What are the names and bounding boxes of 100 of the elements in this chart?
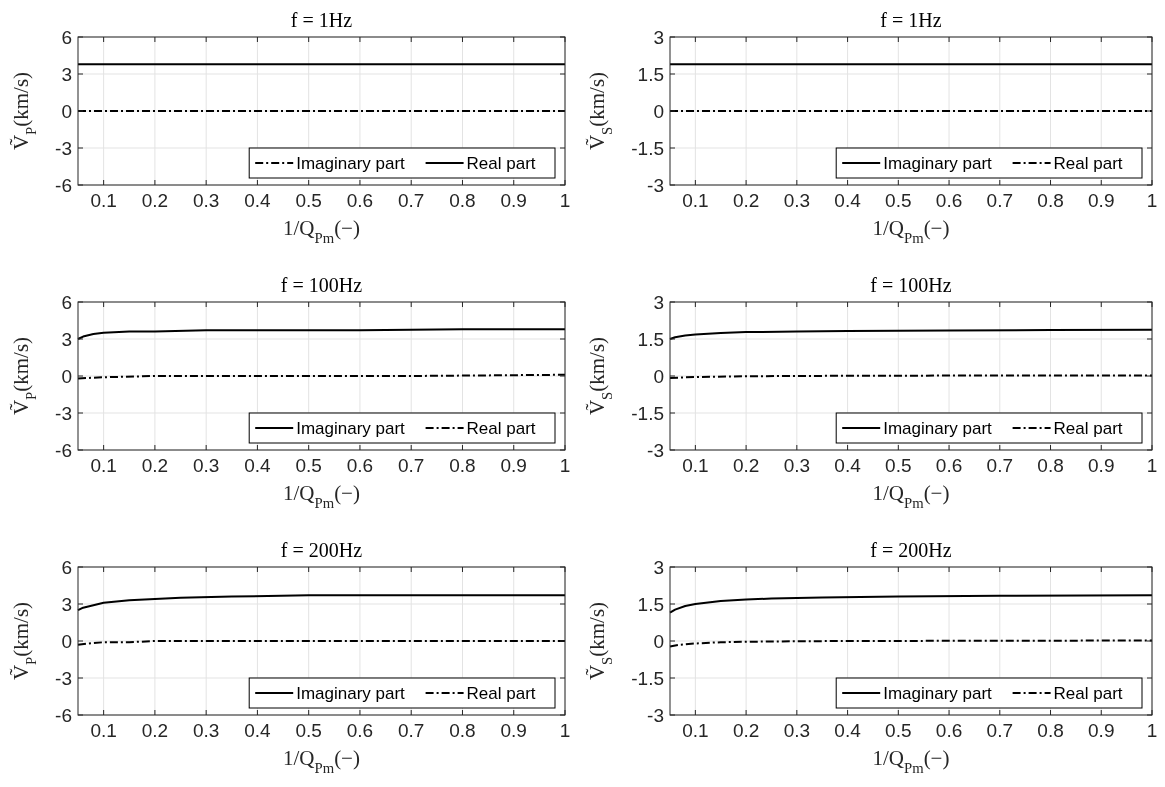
x-tick-label: 0.2: [141, 455, 169, 476]
x-axis-title: 1/Q$_{Pm}$(−): [872, 216, 950, 246]
legend-label: Imaginary part: [296, 154, 406, 173]
x-axis-title: 1/Q$_{Pm}$(−): [872, 746, 950, 776]
x-tick-label: 0.3: [783, 720, 811, 741]
x-tick-label: 0.2: [732, 455, 760, 476]
y-tick-label: -6: [55, 440, 72, 461]
y-tick-label: 0: [653, 631, 664, 652]
x-tick-label: 0.4: [244, 455, 272, 476]
x-tick-label: 0.9: [1088, 455, 1115, 476]
x-tick-label: 0.5: [295, 720, 322, 741]
x-tick-label: 0.9: [500, 720, 527, 741]
x-tick-label: 0.8: [449, 455, 476, 476]
y-tick-label: 3: [61, 594, 72, 615]
x-tick-label: 0.4: [244, 720, 272, 741]
x-tick-label: 0.8: [449, 190, 476, 211]
x-tick-label: 1: [1146, 455, 1158, 476]
y-tick-label: 3: [61, 64, 72, 85]
chart-title: f = 200Hz: [870, 539, 952, 561]
y-tick-label: 0: [653, 101, 664, 122]
x-tick-label: 0.5: [885, 455, 912, 476]
x-tick-label: 0.4: [834, 720, 862, 741]
legend-label: Imaginary part: [883, 684, 993, 703]
chart-title: f = 100Hz: [280, 274, 363, 296]
x-tick-label: 0.4: [834, 455, 862, 476]
legend-label: Imaginary part: [296, 684, 406, 703]
x-tick-label: 0.1: [90, 455, 117, 476]
x-tick-label: 0.6: [346, 455, 374, 476]
y-tick-label: 3: [61, 329, 72, 350]
x-tick-label: 0.8: [1037, 190, 1064, 211]
legend-label: Real part: [1053, 154, 1123, 173]
y-tick-label: -6: [55, 175, 72, 196]
line-series: [77, 328, 566, 340]
x-tick-label: 0.7: [986, 455, 1013, 476]
x-tick-label: 0.8: [449, 720, 476, 741]
x-tick-label: 0.5: [295, 455, 322, 476]
y-tick-label: 6: [61, 292, 72, 313]
y-tick-label: 6: [61, 27, 72, 48]
y-tick-label: -1.5: [631, 403, 664, 424]
legend-label: Imaginary part: [883, 419, 993, 438]
x-tick-label: 1: [1146, 720, 1158, 741]
x-tick-label: 0.3: [192, 720, 220, 741]
x-tick-label: 0.9: [1088, 720, 1115, 741]
x-tick-label: 0.6: [935, 455, 963, 476]
x-tick-label: 0.8: [1037, 455, 1064, 476]
y-tick-label: 3: [653, 557, 664, 578]
x-axis-title: 1/Q$_{Pm}$(−): [283, 746, 360, 776]
y-tick-label: -3: [647, 705, 664, 726]
x-tick-label: 1: [1146, 190, 1158, 211]
x-tick-label: 0.3: [192, 190, 220, 211]
x-tick-label: 0.1: [682, 455, 709, 476]
x-tick-label: 0.6: [935, 720, 963, 741]
line-series: [669, 594, 1153, 614]
x-tick-label: 0.1: [90, 190, 117, 211]
y-tick-label: 0: [61, 366, 72, 387]
line-series: [77, 594, 566, 612]
y-tick-label: 1.5: [637, 329, 664, 350]
x-tick-label: 0.3: [783, 190, 811, 211]
x-tick-label: 0.5: [885, 190, 912, 211]
x-tick-label: 0.4: [244, 190, 272, 211]
y-tick-label: -3: [647, 175, 664, 196]
x-tick-label: 0.7: [986, 190, 1013, 211]
x-tick-label: 0.2: [141, 720, 169, 741]
y-tick-label: -3: [55, 138, 72, 159]
x-tick-label: 0.9: [1088, 190, 1115, 211]
y-tick-label: -3: [647, 440, 664, 461]
chart-title: f = 1Hz: [290, 9, 353, 31]
x-tick-label: 0.7: [398, 455, 425, 476]
x-tick-label: 0.6: [346, 720, 374, 741]
x-tick-label: 0.1: [682, 190, 709, 211]
x-tick-label: 0.1: [682, 720, 709, 741]
x-axis-title: 1/Q$_{Pm}$(−): [283, 481, 360, 511]
y-tick-label: 0: [61, 101, 72, 122]
chart-title: f = 200Hz: [280, 539, 363, 561]
y-tick-label: 1.5: [637, 64, 664, 85]
y-tick-label: -1.5: [631, 138, 664, 159]
y-tick-label: 0: [653, 366, 664, 387]
x-tick-label: 1: [559, 455, 571, 476]
legend-label: Real part: [1053, 684, 1123, 703]
x-tick-label: 0.7: [398, 720, 425, 741]
x-tick-label: 0.1: [90, 720, 117, 741]
y-tick-label: 0: [61, 631, 72, 652]
x-tick-label: 0.7: [986, 720, 1013, 741]
legend-label: Imaginary part: [883, 154, 993, 173]
y-tick-label: -3: [55, 668, 72, 689]
x-tick-label: 0.2: [732, 720, 760, 741]
x-tick-label: 0.9: [500, 190, 527, 211]
legend-label: Real part: [466, 419, 536, 438]
x-tick-label: 0.2: [732, 190, 760, 211]
legend-label: Real part: [1053, 419, 1123, 438]
y-tick-label: -1.5: [631, 668, 664, 689]
x-tick-label: 0.8: [1037, 720, 1064, 741]
x-axis-title: 1/Q$_{Pm}$(−): [872, 481, 950, 511]
line-series: [669, 328, 1153, 340]
x-tick-label: 0.9: [500, 455, 527, 476]
x-tick-label: 0.6: [346, 190, 374, 211]
x-tick-label: 0.4: [834, 190, 862, 211]
chart-title: f = 1Hz: [880, 9, 942, 31]
x-tick-label: 1: [559, 190, 571, 211]
legend-label: Real part: [466, 154, 536, 173]
